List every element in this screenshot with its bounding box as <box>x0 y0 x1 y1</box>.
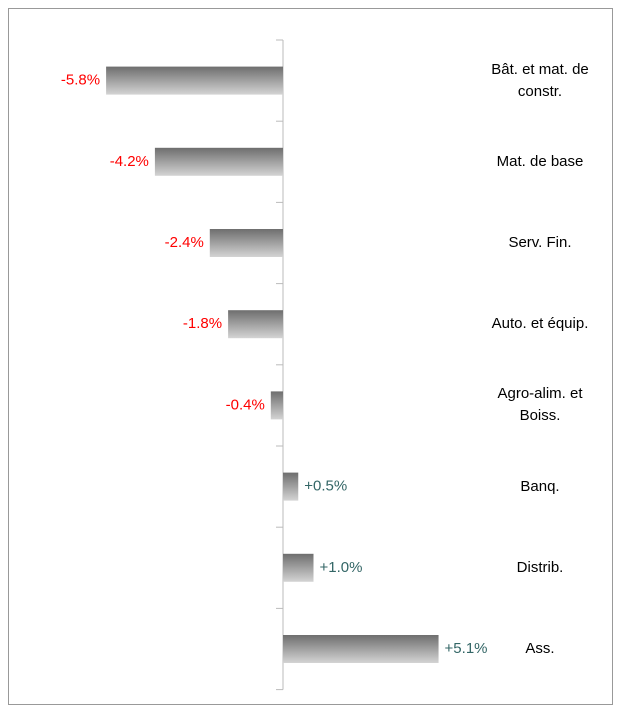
category-label: Serv. Fin. <box>508 234 572 251</box>
category-label: Banq. <box>520 477 560 495</box>
bar <box>106 66 283 95</box>
category-label: Ass. <box>525 640 555 657</box>
frame <box>8 8 613 705</box>
value-label: +1.0% <box>320 559 363 576</box>
category-label: Auto. et équip. <box>491 315 589 333</box>
bar <box>228 310 283 339</box>
bar <box>283 635 439 663</box>
value-label: -1.8% <box>183 315 222 332</box>
value-label: -2.4% <box>165 234 204 251</box>
bar <box>283 472 299 501</box>
value-label: +5.1% <box>445 640 488 657</box>
category-label: Distrib. <box>516 558 564 576</box>
bar <box>270 391 283 420</box>
value-label: -4.2% <box>110 153 149 170</box>
bar <box>283 553 314 582</box>
value-label: -5.8% <box>61 72 100 89</box>
bar <box>154 147 283 176</box>
category-label: Mat. de base <box>496 152 584 170</box>
value-label: +0.5% <box>304 478 347 495</box>
value-label: -0.4% <box>226 396 265 413</box>
category-label: Agro-alim. et Boiss. <box>497 385 583 425</box>
category-label: Bât. et mat. de constr. <box>491 60 589 100</box>
bar <box>209 229 283 257</box>
